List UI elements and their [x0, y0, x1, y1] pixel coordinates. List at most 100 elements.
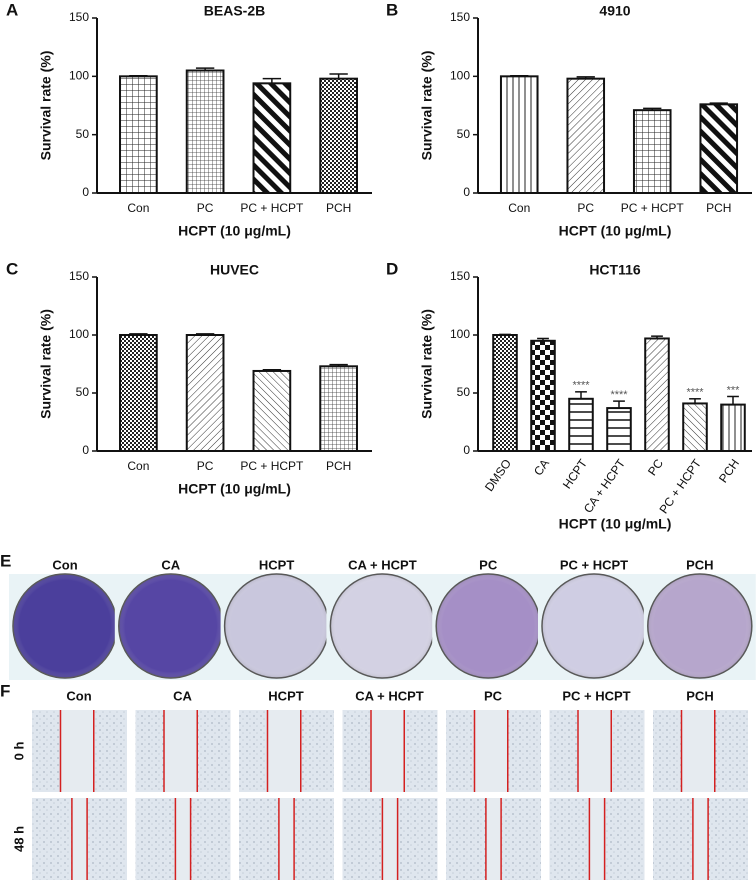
panel-letter: F	[0, 681, 10, 700]
bar	[606, 407, 632, 452]
plate-shade	[542, 574, 646, 678]
x-tick-label: PCH	[716, 457, 742, 486]
bar	[252, 82, 292, 194]
panel-letter: D	[386, 259, 398, 278]
x-tick-label: PC + HCPT	[240, 459, 304, 473]
plate-label: PC	[479, 557, 498, 572]
bar	[185, 334, 225, 452]
column-label: PCH	[686, 688, 713, 703]
y-axis-label: Survival rate (%)	[38, 51, 54, 161]
significance: ***	[727, 384, 741, 396]
x-axis-label: HCPT (10 μg/mL)	[559, 516, 672, 532]
plate-shade	[647, 574, 752, 678]
y-tick-label: 0	[82, 185, 89, 199]
wound-gap	[681, 710, 715, 792]
column-label: CA + HCPT	[355, 688, 424, 703]
column-label: CA	[173, 688, 192, 703]
chart-title: HCT116	[589, 262, 641, 278]
plate-label: CA	[161, 557, 180, 572]
column-label: PC + HCPT	[562, 688, 630, 703]
x-tick-label: PCH	[326, 459, 351, 473]
y-tick-label: 100	[69, 327, 89, 341]
wound-gap	[589, 798, 605, 880]
y-axis-label: Survival rate (%)	[419, 309, 435, 419]
y-tick-label: 150	[450, 269, 470, 283]
wound-gap	[71, 798, 88, 880]
x-tick-label: PC	[197, 459, 214, 473]
panel-letter: B	[386, 0, 398, 19]
x-axis-label: HCPT (10 μg/mL)	[178, 481, 291, 497]
y-tick-label: 150	[69, 10, 89, 24]
x-tick-label: PC	[577, 201, 594, 215]
plate-label: PCH	[686, 557, 713, 572]
bar	[530, 339, 556, 452]
bar	[720, 403, 746, 453]
chart-title: BEAS-2B	[204, 3, 265, 19]
wound-gap	[485, 798, 502, 880]
plate-label: CA + HCPT	[348, 557, 417, 572]
wound-gap	[474, 710, 508, 792]
x-tick-label: Con	[508, 201, 530, 215]
bar	[566, 77, 606, 194]
bar	[632, 109, 672, 194]
plate-label: Con	[52, 557, 77, 572]
x-tick-label: PC	[645, 456, 666, 478]
plate-shade	[118, 574, 223, 678]
plate-shade	[436, 574, 541, 678]
bar	[699, 103, 739, 194]
column-label: Con	[66, 688, 91, 703]
significance: ****	[610, 389, 628, 401]
bar	[492, 334, 518, 452]
wound-gap	[371, 710, 405, 792]
plate-shade	[13, 574, 117, 678]
bar	[252, 369, 292, 452]
wound-gap	[175, 798, 191, 880]
x-tick-label: PCH	[706, 201, 731, 215]
x-tick-label: PC	[197, 201, 214, 215]
plate-shade	[224, 574, 329, 678]
y-tick-label: 50	[457, 385, 471, 399]
x-tick-label: CA	[531, 457, 552, 479]
y-tick-label: 0	[82, 443, 89, 457]
row-label: 0 h	[11, 742, 26, 761]
wound-gap	[382, 798, 398, 880]
x-tick-label: Con	[127, 459, 149, 473]
chart-title: 4910	[599, 3, 630, 19]
bar	[682, 402, 708, 453]
y-tick-label: 100	[450, 69, 470, 83]
panel-letter: E	[0, 551, 11, 570]
y-tick-label: 150	[69, 269, 89, 283]
y-tick-label: 0	[463, 443, 470, 457]
panel-letter: A	[6, 0, 18, 19]
row-label: 48 h	[11, 826, 26, 852]
y-axis-label: Survival rate (%)	[38, 309, 54, 419]
y-tick-label: 50	[457, 127, 471, 141]
wound-gap	[60, 710, 94, 792]
chart-title: HUVEC	[210, 262, 259, 278]
x-axis-label: HCPT (10 μg/mL)	[559, 223, 672, 239]
bar	[119, 75, 158, 194]
y-tick-label: 0	[463, 185, 470, 199]
wound-gap	[578, 710, 612, 792]
wound-gap	[267, 710, 301, 792]
bar	[644, 337, 670, 453]
y-tick-label: 100	[69, 69, 89, 83]
plate-label: HCPT	[259, 557, 294, 572]
bar	[319, 365, 358, 453]
wound-gap	[692, 798, 709, 880]
y-tick-label: 100	[450, 327, 470, 341]
panel-letter: C	[6, 259, 18, 278]
bar	[499, 75, 539, 194]
plate-shade	[330, 574, 435, 678]
y-axis-label: Survival rate (%)	[419, 51, 435, 161]
y-tick-label: 50	[76, 127, 90, 141]
column-label: HCPT	[268, 688, 303, 703]
x-tick-label: PCH	[326, 201, 351, 215]
bar	[185, 69, 225, 194]
significance: ****	[686, 387, 704, 399]
y-tick-label: 50	[76, 385, 90, 399]
bar	[568, 397, 594, 452]
x-tick-label: HCPT	[560, 456, 591, 491]
x-tick-label: PC + HCPT	[621, 201, 685, 215]
